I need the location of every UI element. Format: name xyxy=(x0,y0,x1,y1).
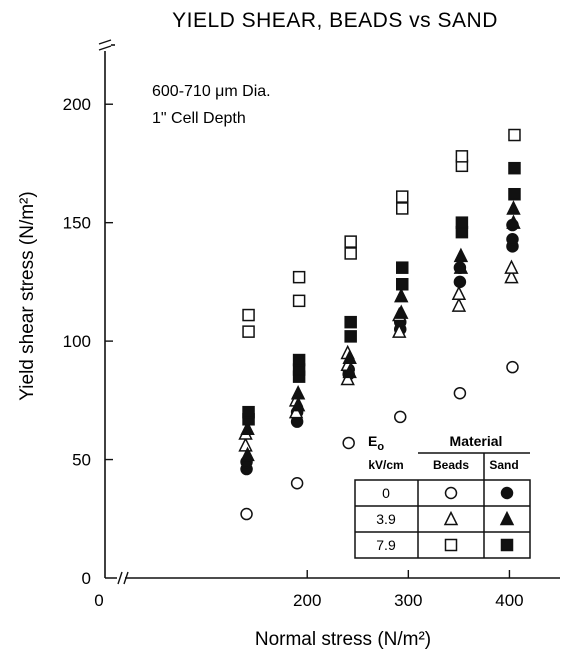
data-point-beads-0 xyxy=(393,410,407,424)
data-point-sand-7-9 xyxy=(508,187,521,201)
legend-marker-sand xyxy=(500,486,514,500)
data-point-beads-3-9 xyxy=(451,297,467,312)
data-point-beads-7-9 xyxy=(395,202,409,215)
data-point-sand-7-9 xyxy=(395,261,409,274)
data-point-beads-7-9 xyxy=(242,325,255,338)
y-axis-label: Yield shear stress (N/m²) xyxy=(17,191,38,400)
data-point-sand-3-9 xyxy=(240,420,255,436)
data-point-sand-3-9 xyxy=(394,304,409,319)
y-tick-label: 100 xyxy=(63,332,91,351)
data-point-sand-0 xyxy=(506,232,519,246)
x-tick-label: 0 xyxy=(94,591,103,610)
data-point-beads-3-9 xyxy=(288,404,304,419)
legend-row-0: 0 xyxy=(382,485,390,501)
tick-labels: 0 200 300 400 0 50 100 150 200 xyxy=(63,95,524,610)
data-points xyxy=(238,128,521,521)
legend-header-units: kV/cm xyxy=(368,458,403,472)
data-point-sand-3-9 xyxy=(394,287,409,303)
data-point-sand-3-9 xyxy=(342,363,357,379)
y-tick-label: 150 xyxy=(63,214,91,233)
data-point-sand-3-9 xyxy=(290,385,306,400)
legend-marker-beads xyxy=(444,538,458,552)
data-point-beads-7-9 xyxy=(292,270,306,284)
data-point-sand-3-9 xyxy=(453,259,469,274)
data-point-sand-7-9 xyxy=(344,315,357,329)
legend-row-7-9: 7.9 xyxy=(376,537,396,553)
x-axis-label: Normal stress (N/m²) xyxy=(255,629,431,650)
y-axis-break xyxy=(98,39,112,51)
legend-marker-beads xyxy=(444,486,458,500)
x-tick-label: 400 xyxy=(495,591,523,610)
x-tick-label: 300 xyxy=(394,591,422,610)
legend-marker-sand xyxy=(499,510,515,526)
annotation-cell-depth: 1" Cell Depth xyxy=(152,110,246,127)
data-point-sand-3-9 xyxy=(290,396,306,412)
data-point-beads-3-9 xyxy=(451,285,467,300)
data-point-sand-3-9 xyxy=(506,214,521,229)
data-point-beads-0 xyxy=(453,386,467,400)
data-point-sand-3-9 xyxy=(453,247,469,263)
data-point-sand-3-9 xyxy=(506,200,521,215)
data-point-beads-7-9 xyxy=(344,235,357,248)
data-point-sand-7-9 xyxy=(242,405,255,419)
legend: Eo Material kV/cm Beads Sand 0 3.9 7.9 xyxy=(354,433,531,559)
data-point-beads-7-9 xyxy=(292,294,306,308)
data-point-sand-7-9 xyxy=(344,330,357,343)
data-point-beads-7-9 xyxy=(242,308,255,322)
y-tick-label: 200 xyxy=(63,95,91,114)
data-point-beads-7-9 xyxy=(395,190,409,203)
axes xyxy=(98,39,560,585)
data-point-beads-0 xyxy=(506,360,519,374)
data-point-beads-3-9 xyxy=(504,259,519,274)
data-point-beads-3-9 xyxy=(392,323,407,338)
data-point-beads-0 xyxy=(290,476,304,490)
data-point-beads-7-9 xyxy=(455,150,469,163)
data-point-beads-7-9 xyxy=(344,247,357,260)
data-point-sand-7-9 xyxy=(455,216,469,229)
data-point-beads-0 xyxy=(342,436,355,450)
legend-row-3-9: 3.9 xyxy=(376,511,396,527)
legend-marker-beads xyxy=(443,510,459,526)
data-point-beads-3-9 xyxy=(238,437,253,452)
data-point-sand-0 xyxy=(453,275,467,289)
y-tick-label: 0 xyxy=(82,569,91,588)
x-tick-label: 200 xyxy=(293,591,321,610)
data-point-sand-3-9 xyxy=(240,446,255,462)
legend-header-material: Material xyxy=(450,433,503,449)
data-point-beads-0 xyxy=(240,507,253,521)
data-point-sand-7-9 xyxy=(292,353,306,367)
data-point-sand-3-9 xyxy=(342,349,357,364)
legend-header-e: Eo xyxy=(368,433,384,453)
annotation-diameter: 600-710 μm Dia. xyxy=(152,83,271,100)
legend-col-sand: Sand xyxy=(489,458,518,472)
legend-marker-sand xyxy=(500,538,514,552)
data-point-sand-7-9 xyxy=(395,278,409,291)
data-point-beads-3-9 xyxy=(340,370,355,386)
x-axis-break xyxy=(117,571,129,585)
y-tick-label: 50 xyxy=(72,451,91,470)
data-point-beads-3-9 xyxy=(504,268,519,284)
legend-col-beads: Beads xyxy=(433,458,469,472)
data-point-beads-7-9 xyxy=(508,128,521,142)
chart-title: YIELD SHEAR, BEADS vs SAND xyxy=(172,9,498,32)
data-point-sand-7-9 xyxy=(508,161,521,175)
